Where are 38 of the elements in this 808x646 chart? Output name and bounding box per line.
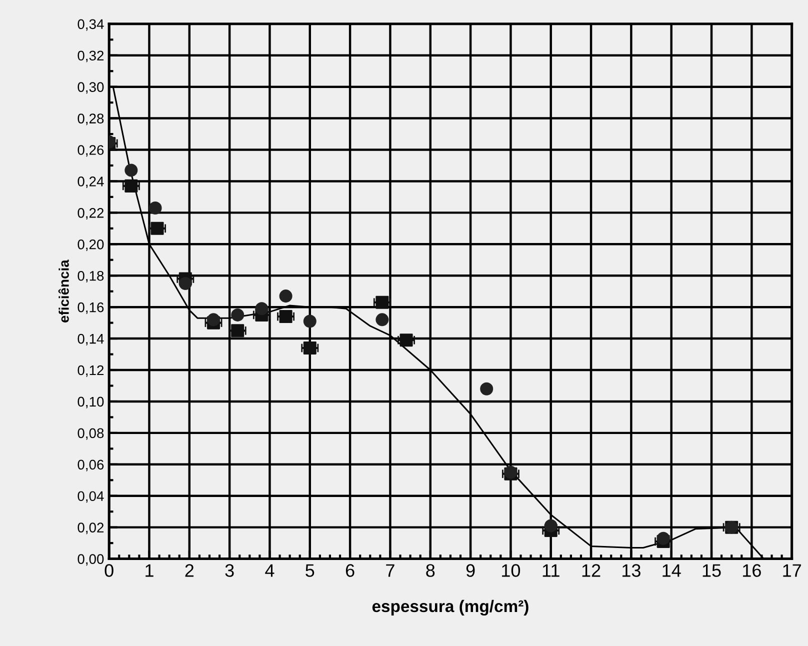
x-tick-label: 4: [265, 564, 274, 577]
y-tick-label: 0,22: [78, 208, 104, 220]
y-tick-label: 0,08: [78, 428, 104, 440]
y-tick-label: 0,14: [78, 334, 104, 346]
x-tick-label: 5: [306, 564, 314, 577]
y-tick-label: 0,16: [78, 302, 104, 314]
x-tick-label: 1: [146, 564, 154, 577]
x-tick-label: 14: [662, 564, 681, 577]
x-tick-label: 2: [185, 564, 194, 577]
y-tick-label: 0,02: [78, 522, 104, 534]
x-tick-label: 13: [622, 564, 640, 577]
x-tick-label: 12: [582, 564, 600, 577]
x-tick-label: 11: [542, 564, 560, 577]
x-tick-label: 6: [346, 564, 354, 577]
x-axis-title: espessura (mg/cm²): [372, 600, 528, 616]
y-tick-label: 0,18: [78, 270, 104, 282]
y-tick-label: 0,20: [78, 239, 104, 251]
y-tick-label: 0,00: [78, 554, 104, 566]
y-tick-label: 0,30: [78, 82, 104, 94]
x-tick-label: 7: [386, 564, 394, 577]
y-tick-label: 0,04: [78, 491, 104, 503]
y-tick-label: 0,28: [78, 114, 104, 126]
y-tick-label: 0,24: [78, 176, 104, 188]
x-tick-label: 16: [743, 564, 761, 577]
x-tick-label: 0: [104, 564, 114, 577]
x-tick-label: 9: [466, 564, 475, 577]
x-tick-label: 17: [783, 564, 801, 577]
y-tick-label: 0,34: [78, 19, 104, 31]
x-tick-label: 3: [225, 564, 234, 577]
y-tick-label: 0,26: [78, 145, 104, 157]
x-tick-label: 15: [702, 564, 721, 577]
y-tick-label: 0,06: [78, 460, 104, 472]
y-axis-title: eficiência: [58, 260, 69, 322]
x-tick-label: 8: [426, 564, 435, 577]
y-tick-label: 0,10: [78, 396, 104, 408]
y-tick-label: 0,12: [78, 365, 104, 377]
y-tick-label: 0,32: [78, 50, 104, 62]
x-tick-label: 10: [502, 564, 520, 577]
